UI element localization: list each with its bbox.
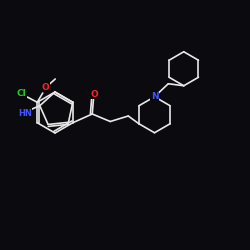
Text: Cl: Cl xyxy=(16,89,26,98)
Text: N: N xyxy=(151,92,158,101)
Text: HN: HN xyxy=(18,109,32,118)
Text: O: O xyxy=(41,83,49,92)
Text: O: O xyxy=(90,90,98,98)
